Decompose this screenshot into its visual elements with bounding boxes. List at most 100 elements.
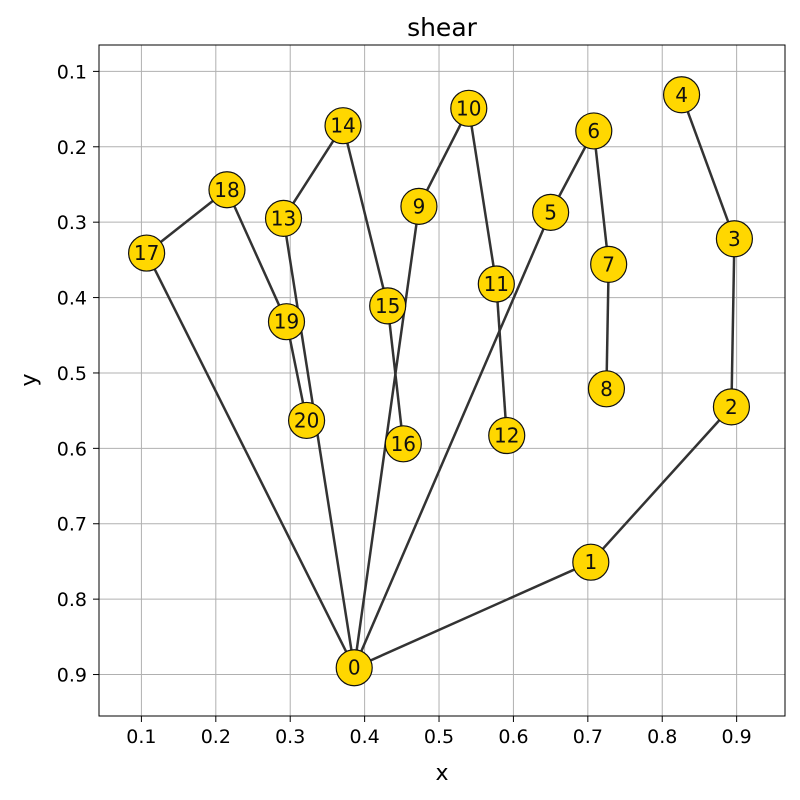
y-tick-label: 0.3 xyxy=(57,212,87,234)
node-label: 15 xyxy=(375,294,400,318)
node-label: 2 xyxy=(725,395,738,419)
node-circle xyxy=(572,543,610,581)
grid xyxy=(99,45,785,716)
node-label: 1 xyxy=(584,550,597,574)
x-tick-label: 0.6 xyxy=(498,726,528,748)
chart-title: shear xyxy=(407,13,478,42)
node-label: 7 xyxy=(602,252,615,276)
y-tick-label: 0.4 xyxy=(57,288,87,310)
node-circle xyxy=(267,303,306,341)
edge-15-16 xyxy=(386,305,405,444)
node-label: 6 xyxy=(587,119,600,143)
node-label: 11 xyxy=(484,272,509,296)
y-tick-label: 0.7 xyxy=(57,514,87,536)
y-axis-label: y xyxy=(17,373,42,386)
node-18: 18 xyxy=(208,171,246,209)
node-10: 10 xyxy=(450,89,488,127)
edge-2-3 xyxy=(730,238,736,407)
node-11: 11 xyxy=(477,265,515,303)
edge-11-12 xyxy=(495,283,508,436)
y-tick-label: 0.8 xyxy=(57,589,87,611)
edge-1-2 xyxy=(589,406,733,564)
x-tick-label: 0.1 xyxy=(126,726,156,748)
node-circle xyxy=(287,401,326,440)
y-tick-label: 0.5 xyxy=(57,363,87,385)
node-circle xyxy=(128,234,166,272)
node-circle xyxy=(488,416,526,455)
node-circle xyxy=(335,649,373,687)
node-label: 9 xyxy=(413,194,426,218)
node-6: 6 xyxy=(575,112,613,150)
x-tick-label: 0.2 xyxy=(201,726,231,748)
node-circle xyxy=(715,220,754,258)
node-circle xyxy=(587,370,626,408)
node-5: 5 xyxy=(532,193,570,231)
edge-0-1 xyxy=(353,561,592,669)
node-label: 14 xyxy=(330,114,355,138)
node-7: 7 xyxy=(590,245,628,283)
node-16: 16 xyxy=(384,425,422,463)
node-circle xyxy=(662,76,701,114)
node-circle xyxy=(477,265,515,303)
node-label: 0 xyxy=(348,656,361,680)
node-label: 17 xyxy=(134,241,159,265)
node-circle xyxy=(532,193,570,231)
node-label: 13 xyxy=(271,206,296,230)
node-label: 4 xyxy=(675,83,688,107)
node-circle xyxy=(369,287,407,325)
node-circle xyxy=(208,171,246,209)
node-4: 4 xyxy=(662,76,701,114)
node-circle xyxy=(324,107,362,145)
edge-10-11 xyxy=(467,108,498,285)
node-19: 19 xyxy=(267,303,306,341)
node-circle xyxy=(712,388,751,426)
node-label: 3 xyxy=(728,227,741,251)
node-circle xyxy=(384,425,422,463)
node-13: 13 xyxy=(264,199,303,238)
x-tick-label: 0.9 xyxy=(722,726,752,748)
edge-7-8 xyxy=(605,264,610,389)
edge-3-4 xyxy=(680,94,736,240)
edge-0-13 xyxy=(282,218,356,668)
node-0: 0 xyxy=(335,649,373,687)
node-8: 8 xyxy=(587,370,626,408)
node-label: 8 xyxy=(600,377,613,401)
node-circle xyxy=(450,89,488,127)
node-label: 5 xyxy=(544,200,557,224)
node-2: 2 xyxy=(712,388,751,426)
node-label: 18 xyxy=(214,178,239,202)
node-label: 20 xyxy=(294,408,319,432)
node-14: 14 xyxy=(324,107,362,145)
x-axis-label: x xyxy=(435,761,448,786)
node-1: 1 xyxy=(572,543,610,581)
y-tick-label: 0.6 xyxy=(57,438,87,460)
edge-18-19 xyxy=(225,189,288,323)
x-tick-label: 0.7 xyxy=(573,726,603,748)
node-label: 19 xyxy=(274,310,299,334)
y-tick-label: 0.9 xyxy=(57,665,87,687)
axis-ticks: 0.1 0.2 0.3 0.4 0.5 0.6 0.7 0.8 0.9 0.1 0.2 0.3 0.4 0… xyxy=(57,61,752,748)
node-20: 20 xyxy=(287,401,326,440)
node-12: 12 xyxy=(488,416,526,455)
edge-0-17 xyxy=(145,252,356,669)
node-circle xyxy=(575,112,613,150)
node-label: 10 xyxy=(456,96,481,120)
node-circle xyxy=(590,245,628,283)
y-tick-label: 0.1 xyxy=(57,61,87,83)
edge-0-5 xyxy=(353,211,552,669)
x-tick-label: 0.3 xyxy=(275,726,305,748)
node-circle xyxy=(264,199,303,238)
edge-14-15 xyxy=(341,125,389,307)
node-9: 9 xyxy=(400,187,438,225)
x-tick-label: 0.5 xyxy=(424,726,454,748)
node-circle xyxy=(400,187,438,225)
node-label: 16 xyxy=(391,432,416,456)
x-tick-label: 0.8 xyxy=(647,726,677,748)
node-17: 17 xyxy=(128,234,166,272)
y-tick-label: 0.2 xyxy=(57,137,87,159)
x-tick-label: 0.4 xyxy=(350,726,380,748)
node-label: 12 xyxy=(494,424,519,448)
